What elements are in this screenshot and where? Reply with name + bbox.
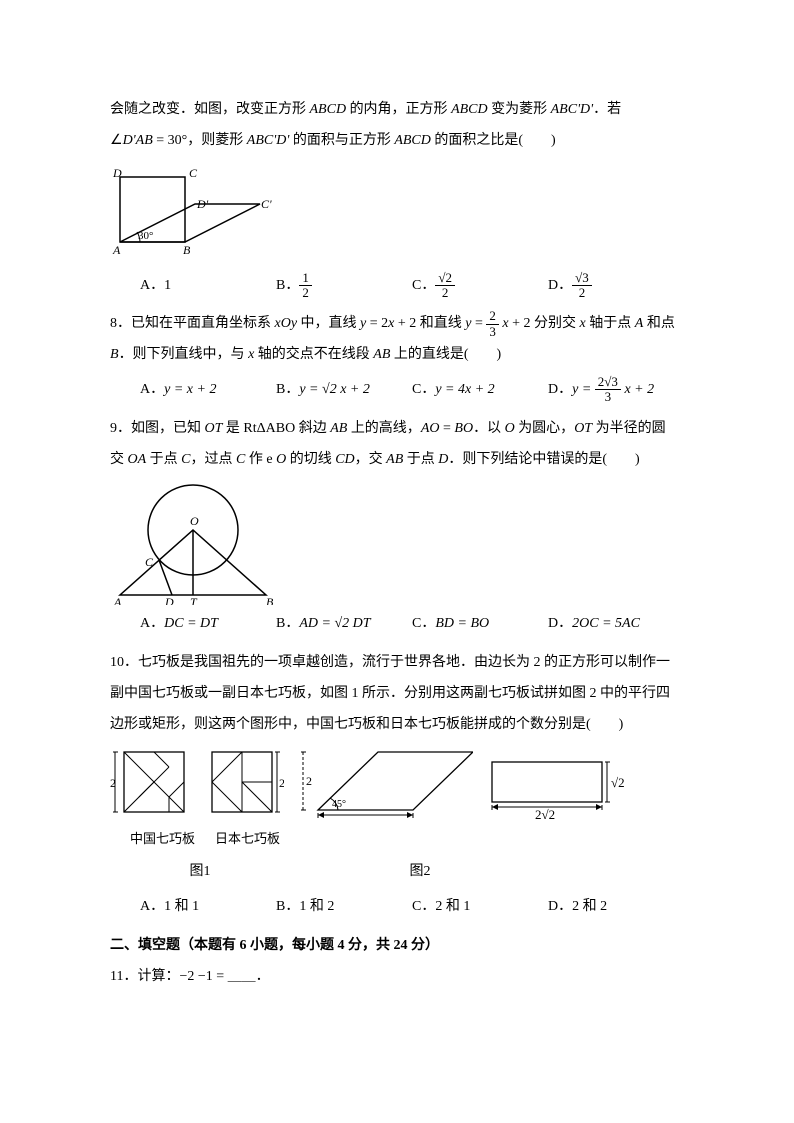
q8-options: A．y = x + 2 B．y = √2 x + 2 C．y = 4x + 2 …	[110, 375, 684, 406]
q10-label-japan: 日本七巧板	[215, 825, 280, 854]
q10-opt-b: B．1 和 2	[276, 892, 412, 923]
q8-line1: 8．已知在平面直角坐标系 xOy 中，直线 y = 2x + 2 和直线 y =…	[110, 309, 684, 340]
svg-text:√2: √2	[611, 775, 625, 790]
q9-line2: 交 OA 于点 C，过点 C 作 e O 的切线 CD，交 AB 于点 D．则下…	[110, 445, 684, 476]
svg-text:C: C	[145, 555, 154, 569]
svg-text:C: C	[189, 166, 198, 180]
q10-fig1-label: 图1	[110, 857, 290, 888]
svg-text:B: B	[183, 243, 191, 257]
q10-options: A．1 和 1 B．1 和 2 C．2 和 1 D．2 和 2	[110, 892, 684, 923]
svg-text:45°: 45°	[332, 799, 346, 810]
svg-text:A: A	[112, 243, 121, 257]
svg-text:2: 2	[362, 816, 368, 819]
q8-opt-c: C．y = 4x + 2	[412, 375, 548, 406]
q10-parallelogram: 2 45° 2	[298, 747, 473, 819]
svg-text:D: D	[164, 595, 174, 605]
q9-line1: 9．如图，已知 OT 是 RtΔABO 斜边 AB 上的高线，AO = BO．以…	[110, 414, 684, 445]
q7-opt-c: C．√22	[412, 271, 548, 302]
q9-options: A．DC = DT B．AD = √2 DT C．BD = BO D．2OC =…	[110, 609, 684, 640]
q10-opt-d: D．2 和 2	[548, 892, 684, 923]
q9-opt-b: B．AD = √2 DT	[276, 609, 412, 640]
q10-label-china: 中国七巧板	[130, 825, 195, 854]
q7-line1: 会随之改变．如图，改变正方形 ABCD 的内角，正方形 ABCD 变为菱形 AB…	[110, 95, 684, 126]
q7-opt-d: D．√32	[548, 271, 684, 302]
q10-japan-tangram: 2	[204, 747, 284, 819]
svg-text:2: 2	[279, 776, 284, 790]
svg-text:2√2: 2√2	[535, 807, 555, 819]
q10-china-tangram: 2	[110, 747, 190, 819]
q7-opt-b: B．12	[276, 271, 412, 302]
q10-line2: 副中国七巧板或一副日本七巧板，如图 1 所示．分别用这两副七巧板试拼如图 2 中…	[110, 679, 684, 710]
q10-fig-numbers: 图1 图2	[110, 857, 684, 888]
svg-text:B: B	[266, 595, 274, 605]
q10-opt-a: A．1 和 1	[140, 892, 276, 923]
q8-line2: B．则下列直线中，与 x 轴的交点不在线段 AB 上的直线是( )	[110, 340, 684, 371]
q10-fig2-label: 图2	[290, 857, 550, 888]
q9-opt-d: D．2OC = 5AC	[548, 609, 684, 640]
q10-line3: 边形或矩形，则这两个图形中，中国七巧板和日本七巧板能拼成的个数分别是( )	[110, 710, 684, 741]
q10-rectangle: √2 2√2	[487, 747, 632, 819]
q8-opt-b: B．y = √2 x + 2	[276, 375, 412, 406]
q10-opt-c: C．2 和 1	[412, 892, 548, 923]
section-2-title: 二、填空题（本题有 6 小题，每小题 4 分，共 24 分）	[110, 931, 684, 962]
svg-text:O: O	[190, 514, 199, 528]
q9-opt-a: A．DC = DT	[140, 609, 276, 640]
q8-opt-d: D．y = 2√33 x + 2	[548, 375, 684, 406]
svg-text:2: 2	[306, 774, 312, 788]
q8-opt-a: A．y = x + 2	[140, 375, 276, 406]
q11: 11．计算：−2 −1 = ＿＿．	[110, 962, 684, 993]
q10-figures: 2 2 2 45° 2 √2	[110, 747, 684, 819]
q9-figure: O C A D T B	[110, 475, 280, 605]
q7-figure: D C D' C' 30° A B	[110, 157, 280, 267]
svg-text:2: 2	[110, 776, 116, 790]
svg-text:T: T	[190, 595, 198, 605]
q7-line2: ∠D'AB = 30°，则菱形 ABC'D' 的面积与正方形 ABCD 的面积之…	[110, 126, 684, 157]
svg-text:C': C'	[261, 197, 272, 211]
q9-opt-c: C．BD = BO	[412, 609, 548, 640]
q7-opt-a: A．1	[140, 271, 276, 302]
svg-text:30°: 30°	[138, 230, 153, 242]
q10-board-labels: 中国七巧板 日本七巧板	[130, 825, 684, 854]
q7-options: A．1 B．12 C．√22 D．√32	[110, 271, 684, 302]
svg-text:A: A	[113, 595, 122, 605]
q10-line1: 10．七巧板是我国祖先的一项卓越创造，流行于世界各地．由边长为 2 的正方形可以…	[110, 648, 684, 679]
